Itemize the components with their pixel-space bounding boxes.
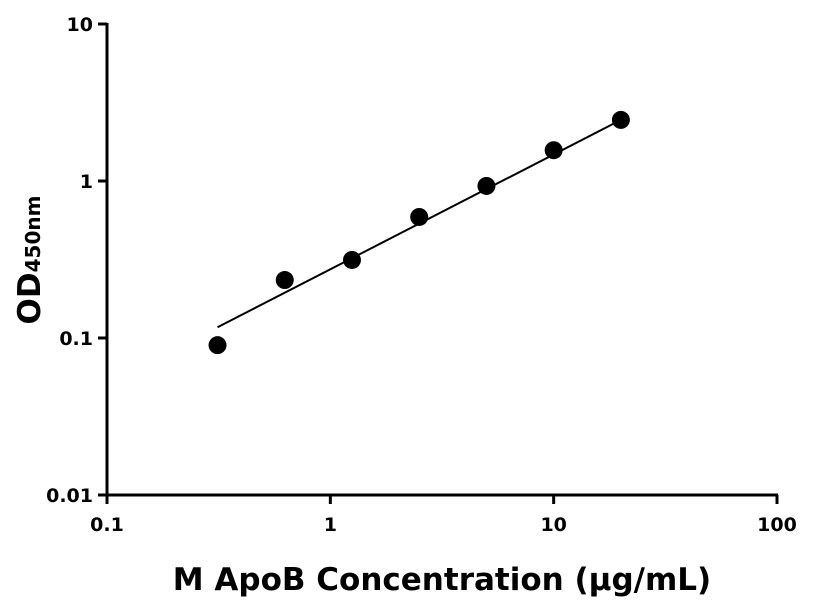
x-tick-label: 1 bbox=[324, 514, 337, 536]
y-axis-label-main: OD bbox=[12, 272, 48, 324]
y-tick-label: 10 bbox=[67, 14, 93, 36]
y-axis-label-sub: 450nm bbox=[21, 196, 45, 273]
data-point bbox=[342, 250, 361, 269]
data-point bbox=[544, 141, 563, 160]
data-point bbox=[275, 271, 294, 290]
x-tick-label: 100 bbox=[757, 514, 797, 536]
y-tick-label: 0.01 bbox=[46, 485, 93, 507]
y-tick-label: 0.1 bbox=[59, 328, 93, 350]
data-point bbox=[611, 110, 630, 129]
x-tick-label: 10 bbox=[540, 514, 566, 536]
axes: 0.1 1 10 100 0.01 0.1 1 10 bbox=[46, 14, 797, 536]
data-point bbox=[208, 336, 227, 355]
data-point bbox=[477, 176, 496, 195]
data-point bbox=[410, 207, 429, 226]
marks bbox=[208, 110, 630, 355]
x-tick-label: 0.1 bbox=[90, 514, 124, 536]
y-axis-label: OD450nm bbox=[12, 196, 48, 325]
x-axis-label: M ApoB Concentration (μg/mL) bbox=[173, 562, 711, 598]
y-tick-label: 1 bbox=[80, 171, 93, 193]
